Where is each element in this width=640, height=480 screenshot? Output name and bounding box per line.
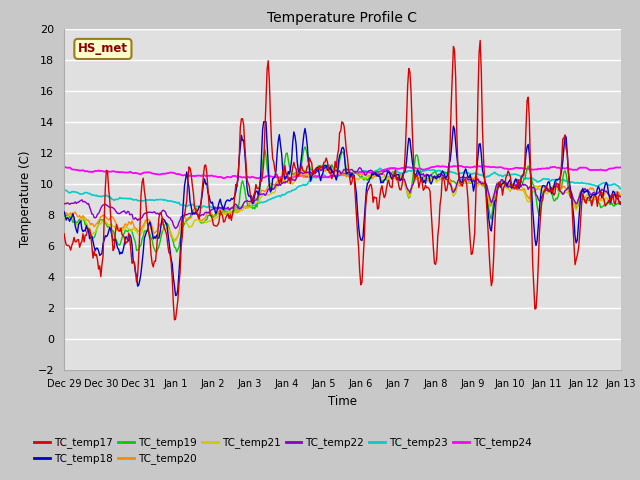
Legend: TC_temp17, TC_temp18, TC_temp19, TC_temp20, TC_temp21, TC_temp22, TC_temp23, TC_: TC_temp17, TC_temp18, TC_temp19, TC_temp…	[30, 433, 536, 468]
TC_temp19	[173, 249, 180, 255]
TC_temp21	[364, 174, 371, 180]
TC_temp17	[329, 172, 337, 178]
TC_temp20	[394, 172, 401, 178]
TC_temp20	[364, 172, 371, 178]
TC_temp19	[301, 144, 309, 150]
Line: TC_temp24: TC_temp24	[64, 166, 621, 179]
TC_temp23	[221, 207, 228, 213]
TC_temp24	[287, 176, 294, 181]
TC_temp24	[519, 166, 527, 171]
TC_temp23	[617, 186, 625, 192]
TC_temp20	[330, 167, 338, 173]
Y-axis label: Temperature (C): Temperature (C)	[19, 151, 32, 248]
TC_temp23	[394, 169, 401, 175]
TC_temp20	[519, 187, 527, 192]
TC_temp19	[364, 178, 371, 183]
Line: TC_temp23: TC_temp23	[64, 168, 621, 210]
TC_temp24	[326, 174, 333, 180]
TC_temp17	[362, 194, 370, 200]
TC_temp24	[329, 173, 337, 179]
TC_temp23	[60, 188, 68, 193]
TC_temp18	[327, 164, 335, 169]
TC_temp24	[606, 166, 614, 171]
TC_temp22	[172, 226, 179, 231]
TC_temp24	[60, 164, 68, 170]
TC_temp21	[606, 195, 614, 201]
TC_temp23	[326, 175, 333, 180]
TC_temp17	[519, 172, 527, 178]
TC_temp23	[388, 165, 396, 171]
TC_temp24	[458, 163, 465, 169]
TC_temp24	[362, 169, 370, 175]
TC_temp19	[617, 199, 625, 204]
X-axis label: Time: Time	[328, 395, 357, 408]
TC_temp20	[606, 193, 614, 199]
TC_temp19	[394, 176, 401, 181]
TC_temp22	[323, 163, 331, 168]
TC_temp24	[617, 165, 625, 170]
TC_temp18	[260, 119, 268, 125]
TC_temp22	[606, 193, 614, 199]
TC_temp22	[364, 169, 371, 175]
TC_temp17	[60, 231, 68, 237]
TC_temp17	[476, 37, 484, 43]
TC_temp20	[327, 167, 335, 173]
Line: TC_temp20: TC_temp20	[64, 168, 621, 241]
TC_temp22	[394, 175, 401, 181]
TC_temp23	[362, 168, 370, 174]
TC_temp19	[327, 164, 335, 169]
TC_temp24	[393, 166, 401, 171]
Line: TC_temp19: TC_temp19	[64, 147, 621, 252]
TC_temp18	[60, 209, 68, 215]
Line: TC_temp18: TC_temp18	[64, 122, 621, 296]
TC_temp22	[330, 169, 338, 175]
TC_temp22	[617, 194, 625, 200]
TC_temp18	[617, 202, 625, 207]
TC_temp21	[617, 192, 625, 197]
TC_temp17	[393, 177, 401, 183]
Line: TC_temp17: TC_temp17	[64, 40, 621, 320]
TC_temp18	[519, 173, 527, 179]
TC_temp22	[327, 167, 335, 172]
TC_temp22	[60, 201, 68, 207]
TC_temp18	[172, 293, 179, 299]
TC_temp18	[330, 172, 338, 178]
TC_temp23	[329, 174, 337, 180]
TC_temp20	[320, 165, 328, 171]
TC_temp21	[172, 238, 179, 244]
TC_temp21	[330, 168, 338, 173]
TC_temp21	[327, 165, 335, 170]
TC_temp21	[60, 215, 68, 221]
TC_temp17	[617, 199, 625, 205]
TC_temp21	[519, 186, 527, 192]
TC_temp20	[60, 211, 68, 217]
Line: TC_temp22: TC_temp22	[64, 166, 621, 228]
TC_temp18	[606, 195, 614, 201]
Title: Temperature Profile C: Temperature Profile C	[268, 11, 417, 25]
TC_temp18	[394, 172, 401, 178]
TC_temp18	[364, 180, 371, 186]
TC_temp23	[606, 182, 614, 188]
Text: HS_met: HS_met	[78, 42, 128, 55]
TC_temp22	[519, 181, 527, 187]
TC_temp17	[606, 200, 614, 205]
TC_temp19	[330, 167, 338, 172]
TC_temp21	[326, 166, 333, 171]
TC_temp19	[606, 202, 614, 207]
Line: TC_temp21: TC_temp21	[64, 168, 621, 241]
TC_temp17	[171, 317, 179, 323]
TC_temp23	[519, 174, 527, 180]
TC_temp20	[171, 238, 179, 244]
TC_temp19	[60, 214, 68, 219]
TC_temp17	[326, 170, 333, 176]
TC_temp21	[394, 173, 401, 179]
TC_temp19	[519, 180, 527, 186]
TC_temp20	[617, 194, 625, 200]
